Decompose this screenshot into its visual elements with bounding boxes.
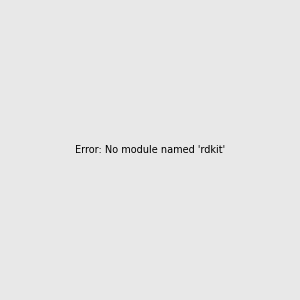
Text: Error: No module named 'rdkit': Error: No module named 'rdkit' [75, 145, 225, 155]
